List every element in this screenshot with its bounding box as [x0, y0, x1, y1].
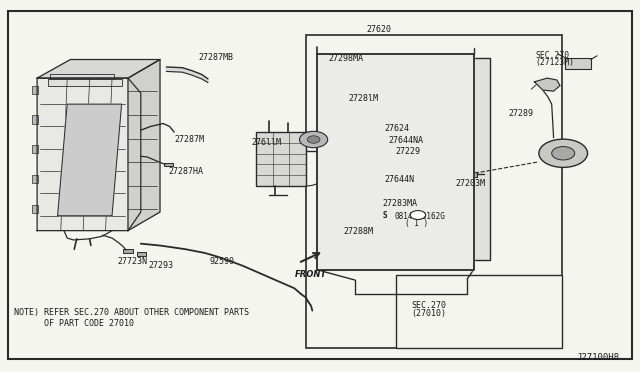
Bar — [32, 145, 38, 153]
Text: 27644N: 27644N — [384, 175, 414, 184]
Polygon shape — [534, 78, 560, 91]
Text: (27010): (27010) — [412, 309, 446, 318]
Bar — [458, 172, 477, 177]
Text: 08146-6162G: 08146-6162G — [395, 212, 445, 221]
Bar — [32, 175, 38, 183]
Text: 27287MB: 27287MB — [198, 53, 234, 62]
Circle shape — [307, 136, 320, 143]
Text: 27288M: 27288M — [343, 227, 373, 236]
Circle shape — [300, 131, 328, 148]
Bar — [123, 249, 133, 253]
Bar — [164, 163, 173, 166]
Text: 2728lM: 2728lM — [349, 94, 379, 103]
Text: 27298MA: 27298MA — [328, 54, 364, 63]
Polygon shape — [128, 60, 160, 231]
Text: SEC.270: SEC.270 — [536, 51, 570, 60]
Polygon shape — [37, 78, 141, 231]
Text: 27624: 27624 — [384, 124, 409, 133]
Bar — [565, 58, 591, 69]
Circle shape — [375, 152, 385, 158]
Text: 27644NA: 27644NA — [388, 136, 424, 145]
Bar — [306, 35, 562, 348]
Bar — [137, 252, 146, 256]
Text: SEC.270: SEC.270 — [412, 301, 446, 310]
Bar — [32, 205, 38, 213]
Polygon shape — [37, 60, 160, 78]
Text: 27229: 27229 — [396, 147, 420, 156]
Text: (27123M): (27123M) — [536, 58, 575, 67]
Polygon shape — [333, 58, 490, 260]
Text: 27287HA: 27287HA — [168, 167, 204, 176]
Text: 92590: 92590 — [209, 257, 234, 266]
Text: 276llM: 276llM — [252, 138, 282, 147]
Text: S: S — [383, 211, 388, 219]
Text: J27100H8: J27100H8 — [577, 353, 620, 362]
Bar — [256, 132, 306, 186]
Text: NOTE) REFER SEC.270 ABOUT OTHER COMPONENT PARTS
      OF PART CODE 27010: NOTE) REFER SEC.270 ABOUT OTHER COMPONEN… — [14, 308, 249, 328]
Circle shape — [374, 151, 383, 156]
Text: 27283MA: 27283MA — [382, 199, 417, 208]
Bar — [399, 190, 412, 195]
Polygon shape — [166, 67, 208, 83]
Text: 27289: 27289 — [509, 109, 534, 118]
Text: 27620: 27620 — [366, 25, 391, 33]
Polygon shape — [58, 104, 122, 216]
Circle shape — [552, 147, 575, 160]
Circle shape — [539, 139, 588, 167]
Bar — [396, 275, 562, 348]
Text: ( 1 ): ( 1 ) — [405, 219, 428, 228]
Bar — [32, 115, 38, 124]
Text: 27203M: 27203M — [456, 179, 486, 188]
Text: FRONT: FRONT — [295, 270, 327, 279]
Bar — [396, 159, 421, 169]
Bar — [50, 74, 114, 79]
Circle shape — [410, 211, 426, 219]
Text: 27293: 27293 — [148, 262, 173, 270]
Text: 27723N: 27723N — [117, 257, 147, 266]
Bar — [48, 79, 122, 86]
Bar — [32, 86, 38, 94]
Polygon shape — [317, 54, 474, 270]
Text: 27287M: 27287M — [174, 135, 204, 144]
